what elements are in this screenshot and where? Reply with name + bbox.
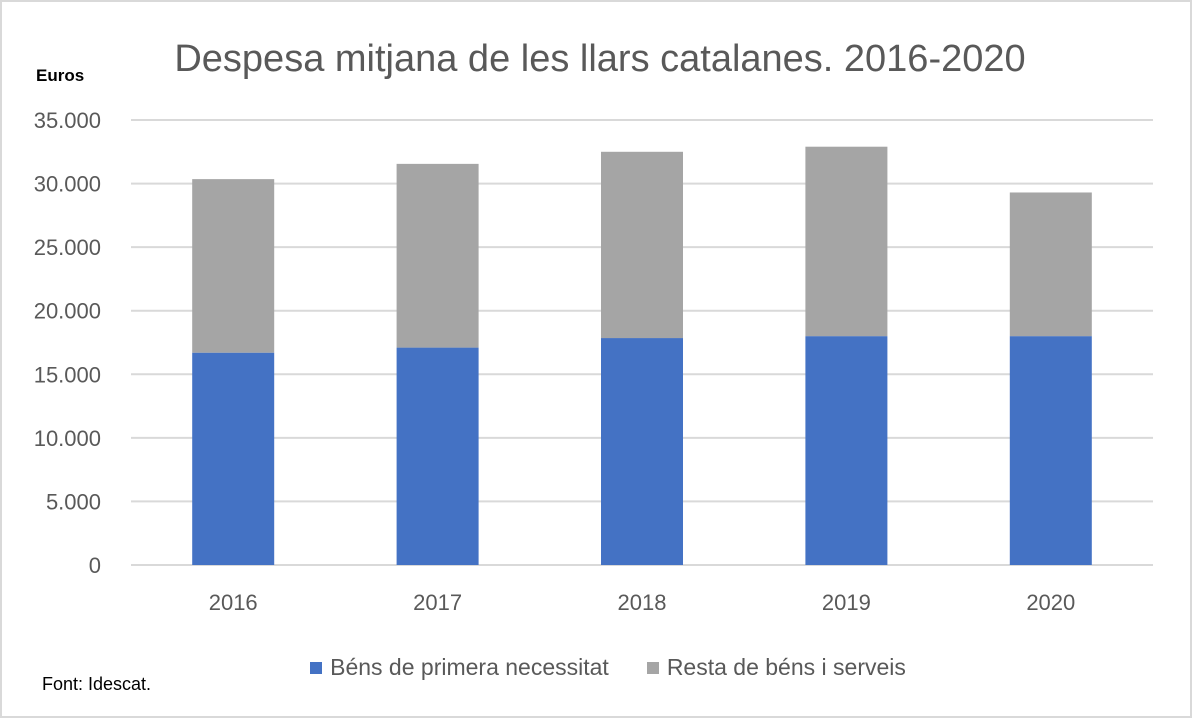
x-tick-label: 2017 (413, 590, 462, 615)
y-tick-label: 25.000 (34, 235, 101, 260)
y-tick-labels: 0 5.000 10.000 15.000 20.000 25.000 30.000 35.0… (34, 108, 101, 578)
bar-basic-goods (396, 347, 479, 565)
y-tick-label: 35.000 (34, 108, 101, 133)
y-tick-label: 0 (89, 553, 101, 578)
bar-basic-goods (192, 352, 275, 565)
x-tick-label: 2019 (822, 590, 871, 615)
legend-label-basic-goods: Béns de primera necessitat (330, 654, 609, 680)
bar-other-goods (1009, 192, 1092, 337)
legend-swatch-basic-goods (310, 661, 323, 674)
y-tick-label: 10.000 (34, 426, 101, 451)
x-tick-label: 2020 (1026, 590, 1075, 615)
y-tick-label: 20.000 (34, 299, 101, 324)
bar-basic-goods (601, 338, 683, 565)
x-tick-labels: 2016 2017 2018 2019 2020 (209, 590, 1076, 615)
x-tick-label: 2018 (618, 590, 667, 615)
legend-item-basic-goods: Béns de primera necessitat (310, 654, 609, 681)
bar-other-goods (805, 146, 888, 337)
legend-label-other-goods: Resta de béns i serveis (666, 654, 906, 680)
legend-swatch-other-goods (646, 661, 659, 674)
chart-title: Despesa mitjana de les llars catalanes. … (174, 38, 1026, 80)
bar-basic-goods (1009, 336, 1092, 565)
bar-basic-goods (805, 336, 888, 565)
y-tick-label: 15.000 (34, 362, 101, 387)
x-tick-label: 2016 (209, 590, 258, 615)
bar-other-goods (601, 151, 683, 339)
y-axis-label: Euros (36, 66, 85, 85)
bars (192, 146, 1092, 565)
bar-other-goods (396, 163, 479, 348)
y-tick-label: 5.000 (46, 489, 101, 514)
y-tick-label: 30.000 (34, 172, 101, 197)
legend: Béns de primera necessitat Resta de béns… (0, 654, 1200, 681)
source-note: Font: Idescat. (42, 674, 152, 694)
legend-item-other-goods: Resta de béns i serveis (646, 654, 906, 681)
bar-other-goods (192, 179, 275, 353)
